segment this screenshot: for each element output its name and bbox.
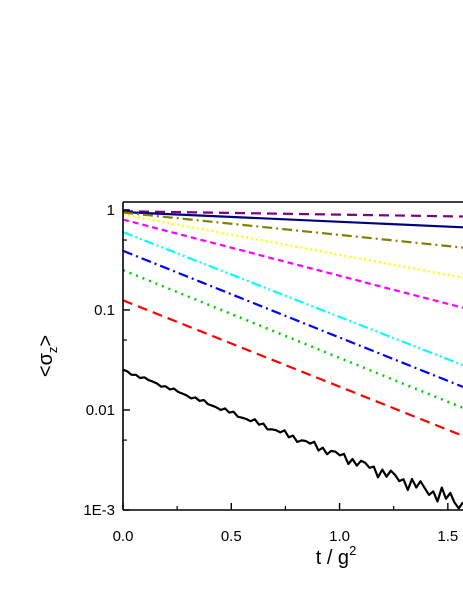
x-axis-title-main: t / g <box>316 547 349 569</box>
x-tick-label-0: 0.0 <box>113 528 134 545</box>
series-line-4 <box>123 218 463 309</box>
series-line-1 <box>123 211 463 229</box>
y-tick-label-0: 1 <box>107 202 115 219</box>
x-axis-title: t / g2 <box>316 543 357 569</box>
series-line-2 <box>123 211 463 249</box>
y-axis-title: <σz> <box>35 335 60 377</box>
series-layer <box>123 210 463 510</box>
y-tick-label-3: 1E-3 <box>83 502 115 519</box>
y-axis-title-open: <σ <box>35 352 57 377</box>
y-axis-title-subscript: z <box>45 347 60 354</box>
x-axis-title-superscript: 2 <box>349 543 356 558</box>
tick-layer: 0.0 0.5 1.0 1.5 1 0.1 0.01 1E-3 <box>83 202 458 545</box>
series-line-9 <box>123 368 463 510</box>
series-line-0 <box>123 210 463 218</box>
series-line-5 <box>123 231 463 367</box>
y-tick-label-1: 0.1 <box>94 302 115 319</box>
series-line-7 <box>123 268 463 410</box>
y-axis-title-close: > <box>35 335 57 347</box>
x-tick-label-3: 1.5 <box>437 528 458 545</box>
x-tick-label-1: 0.5 <box>221 528 242 545</box>
x-tick-label-2: 1.0 <box>329 528 350 545</box>
y-tick-label-2: 0.01 <box>86 402 115 419</box>
series-line-8 <box>123 299 463 437</box>
series-line-6 <box>123 249 463 388</box>
